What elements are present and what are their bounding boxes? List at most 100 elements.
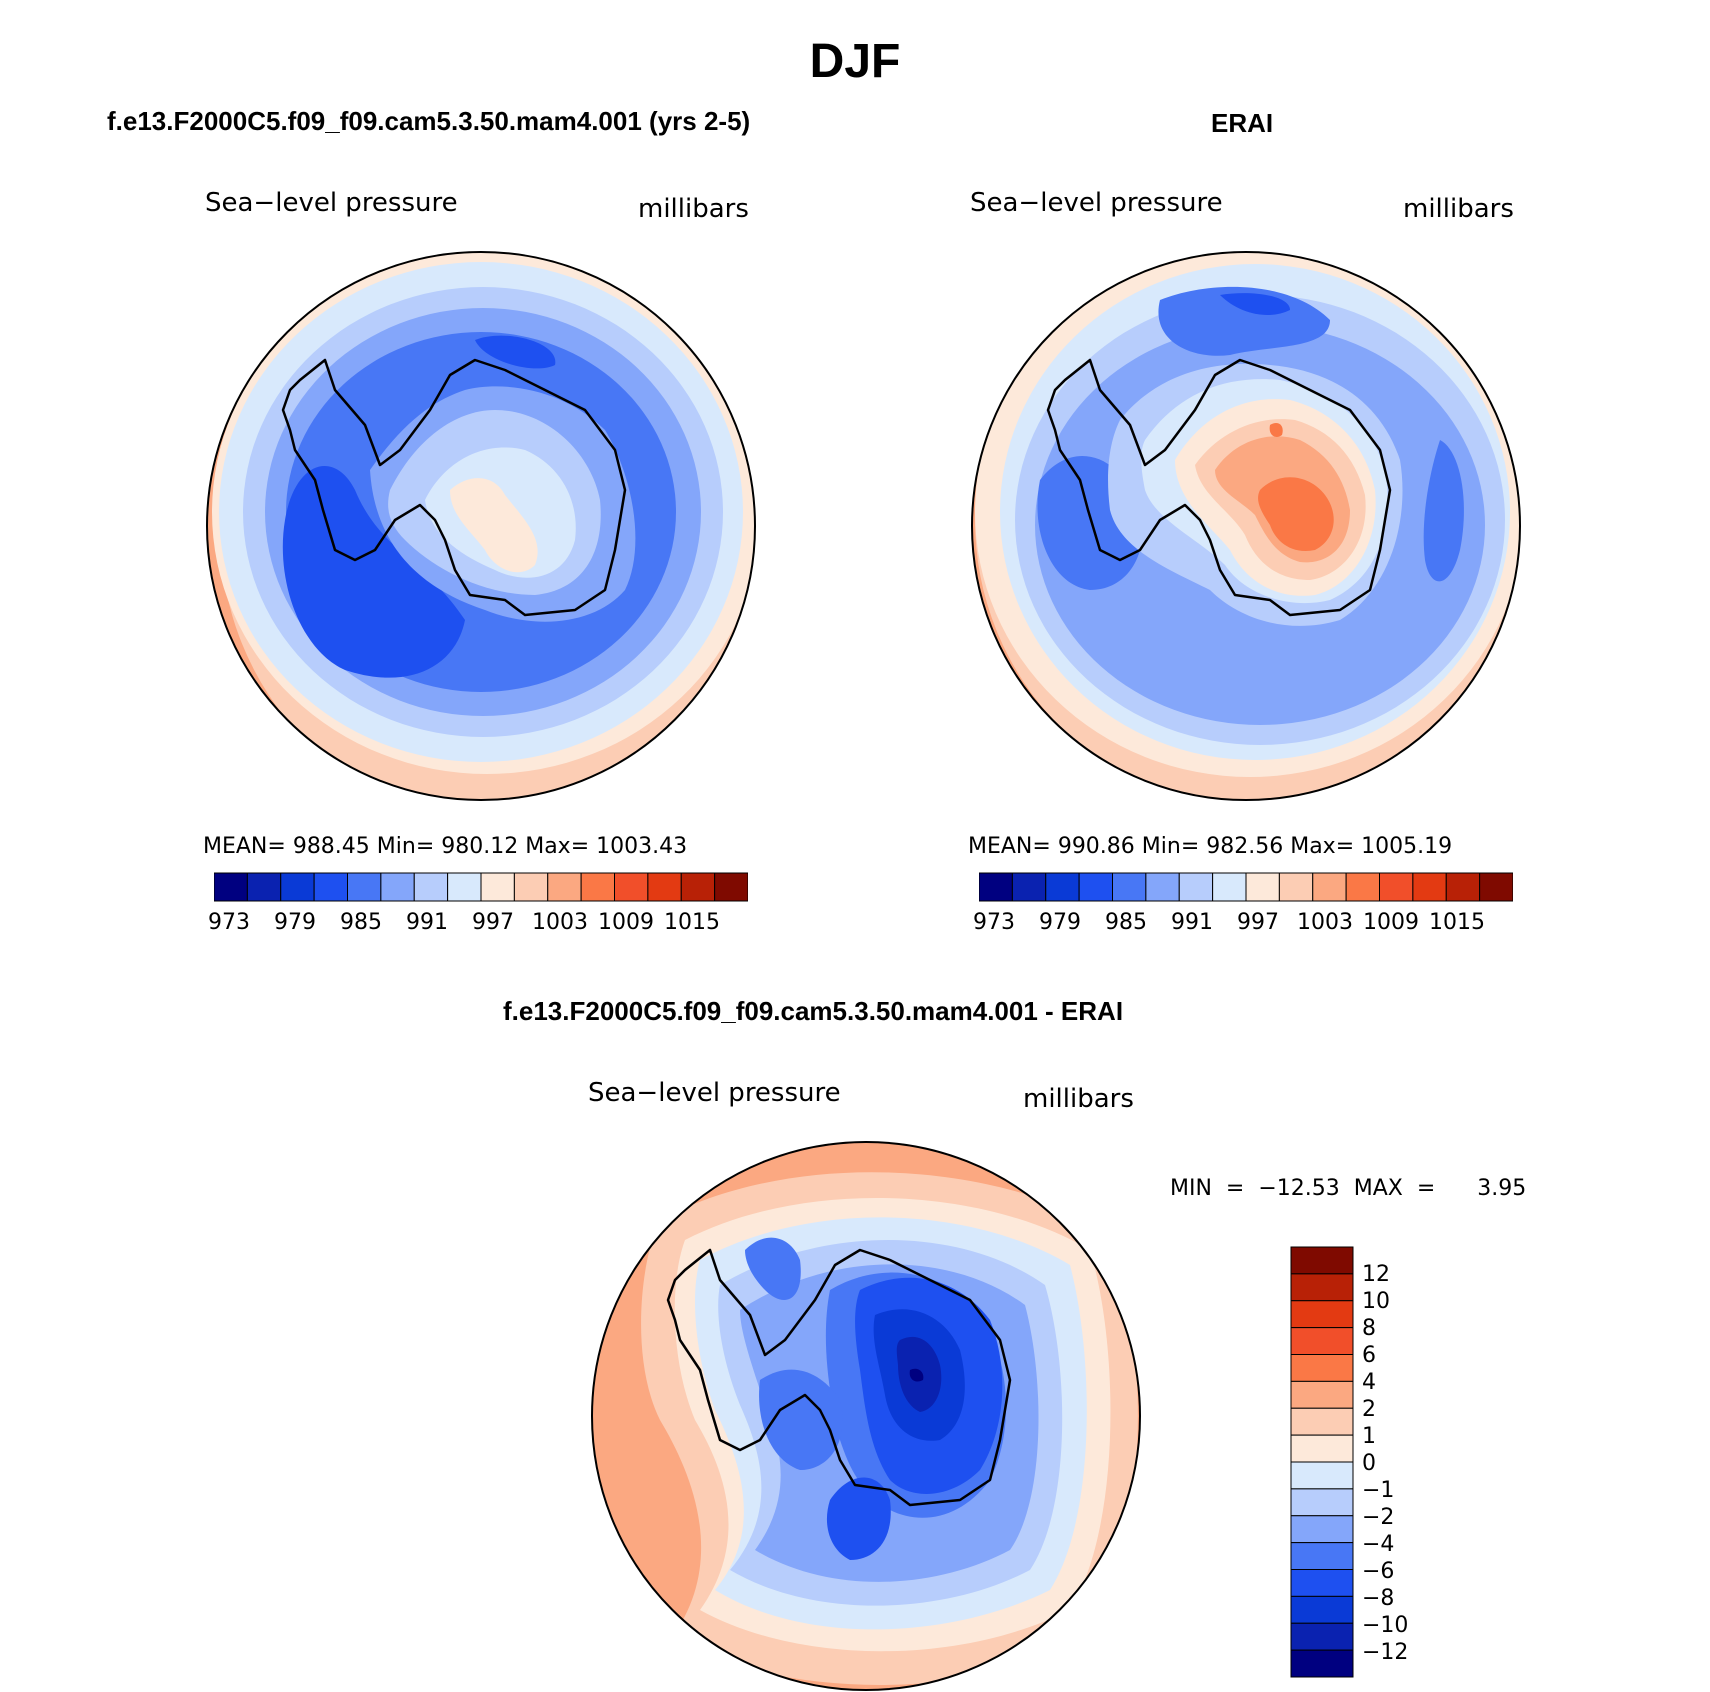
model-cb-label: 991 — [406, 910, 448, 935]
obs-colorbar-box — [1479, 872, 1513, 902]
obs-colorbar — [979, 872, 1513, 902]
figure-title: DJF — [809, 35, 901, 88]
model-variable-label: Sea−level pressure — [205, 188, 458, 218]
diff-cb-label: 6 — [1362, 1343, 1376, 1368]
diff-units-label: millibars — [1023, 1084, 1134, 1114]
diff-colorbar-box — [1290, 1380, 1354, 1409]
diff-cb-label: −8 — [1362, 1586, 1395, 1611]
obs-colorbar-box — [1045, 872, 1080, 902]
diff-variable-label: Sea−level pressure — [588, 1078, 841, 1108]
obs-cb-label: 979 — [1039, 910, 1081, 935]
diff-colorbar-box — [1290, 1649, 1354, 1678]
obs-colorbar-labels: 973 979 985 991 997 1003 1009 1015 — [973, 910, 1513, 938]
diff-cb-label: 8 — [1362, 1316, 1376, 1341]
diff-cb-label: −6 — [1362, 1559, 1395, 1584]
obs-polar-map — [971, 251, 1521, 801]
diff-colorbar-box — [1290, 1461, 1354, 1490]
obs-colorbar-box — [1445, 872, 1481, 902]
diff-colorbar-box — [1290, 1273, 1354, 1302]
model-cb-label: 997 — [472, 910, 514, 935]
diff-colorbar-box — [1290, 1407, 1354, 1436]
obs-variable-label: Sea−level pressure — [970, 188, 1223, 218]
model-cb-label: 1003 — [532, 910, 588, 935]
diff-polar-map — [591, 1141, 1141, 1691]
diff-cb-label: 4 — [1362, 1370, 1376, 1395]
obs-colorbar-box — [1379, 872, 1414, 902]
obs-stats: MEAN= 990.86 Min= 982.56 Max= 1005.19 — [968, 834, 1453, 859]
obs-cb-label: 973 — [973, 910, 1015, 935]
model-colorbar-box — [714, 872, 748, 902]
diff-colorbar-box — [1290, 1327, 1354, 1355]
diff-cb-label: 0 — [1362, 1451, 1376, 1476]
obs-colorbar-box — [1312, 872, 1347, 902]
obs-units-label: millibars — [1403, 194, 1514, 224]
diff-cb-label: 1 — [1362, 1424, 1376, 1449]
diff-colorbar-box — [1290, 1434, 1354, 1463]
obs-cb-label: 985 — [1105, 910, 1147, 935]
model-colorbar-box — [246, 872, 282, 902]
model-colorbar-box — [447, 872, 482, 902]
model-colorbar-box — [513, 872, 549, 902]
diff-cb-label: −4 — [1362, 1532, 1395, 1557]
diff-case-title: f.e13.F2000C5.f09_f09.cam5.3.50.mam4.001… — [503, 996, 1124, 1026]
model-cb-label: 1015 — [664, 910, 720, 935]
obs-cb-label: 1003 — [1297, 910, 1353, 935]
diff-colorbar-labels: 12 10 8 6 4 2 1 0 −1 −2 −4 −6 −8 −10 −12 — [1362, 1246, 1452, 1678]
diff-colorbar-box — [1290, 1595, 1354, 1624]
obs-colorbar-box — [1212, 872, 1247, 902]
diff-cb-label: −12 — [1362, 1640, 1409, 1665]
diff-cb-label: −1 — [1362, 1478, 1395, 1503]
diff-cb-label: 12 — [1362, 1262, 1390, 1287]
model-polar-map — [206, 251, 756, 801]
model-colorbar — [214, 872, 748, 902]
obs-colorbar-box — [1178, 872, 1214, 902]
model-colorbar-box — [214, 872, 248, 902]
model-cb-label: 1009 — [598, 910, 654, 935]
diff-colorbar-box — [1290, 1488, 1354, 1517]
obs-colorbar-box — [1245, 872, 1280, 902]
model-case-title: f.e13.F2000C5.f09_f09.cam5.3.50.mam4.001… — [107, 106, 751, 136]
model-cb-label: 973 — [208, 910, 250, 935]
model-cb-label: 979 — [274, 910, 316, 935]
obs-colorbar-box — [1145, 872, 1180, 902]
model-units-label: millibars — [638, 194, 749, 224]
obs-colorbar-box — [1011, 872, 1047, 902]
model-colorbar-box — [380, 872, 415, 902]
model-cb-label: 985 — [340, 910, 382, 935]
diff-stats: MIN = −12.53 MAX = 3.95 — [1170, 1176, 1527, 1201]
model-colorbar-box — [313, 872, 348, 902]
diff-colorbar-box — [1290, 1354, 1354, 1382]
obs-colorbar-box — [1078, 872, 1113, 902]
diff-cb-label: 10 — [1362, 1289, 1390, 1314]
diff-colorbar-box — [1290, 1300, 1354, 1329]
model-stats: MEAN= 988.45 Min= 980.12 Max= 1003.43 — [203, 834, 688, 859]
model-colorbar-box — [580, 872, 615, 902]
obs-colorbar-box — [1345, 872, 1380, 902]
diff-colorbar — [1290, 1246, 1354, 1678]
diff-colorbar-box — [1290, 1622, 1354, 1651]
diff-colorbar-box — [1290, 1246, 1354, 1275]
obs-case-title: ERAI — [1211, 108, 1274, 138]
diff-colorbar-box — [1290, 1542, 1354, 1570]
diff-cb-label: −10 — [1362, 1613, 1409, 1638]
model-colorbar-box — [480, 872, 515, 902]
obs-cb-label: 1015 — [1429, 910, 1485, 935]
obs-cb-label: 997 — [1237, 910, 1279, 935]
obs-cb-label: 1009 — [1363, 910, 1419, 935]
obs-colorbar-box — [979, 872, 1013, 902]
model-colorbar-box — [647, 872, 682, 902]
obs-colorbar-box — [1412, 872, 1447, 902]
model-colorbar-box — [413, 872, 449, 902]
model-colorbar-box — [347, 872, 382, 902]
diff-cb-label: −2 — [1362, 1505, 1395, 1530]
diff-cb-label: 2 — [1362, 1397, 1376, 1422]
obs-colorbar-box — [1112, 872, 1147, 902]
obs-cb-label: 991 — [1171, 910, 1213, 935]
model-colorbar-labels: 973 979 985 991 997 1003 1009 1015 — [208, 910, 748, 938]
model-colorbar-box — [614, 872, 649, 902]
diff-colorbar-box — [1290, 1515, 1354, 1544]
model-colorbar-box — [280, 872, 315, 902]
model-colorbar-box — [680, 872, 716, 902]
obs-colorbar-box — [1278, 872, 1314, 902]
diff-colorbar-box — [1290, 1569, 1354, 1597]
